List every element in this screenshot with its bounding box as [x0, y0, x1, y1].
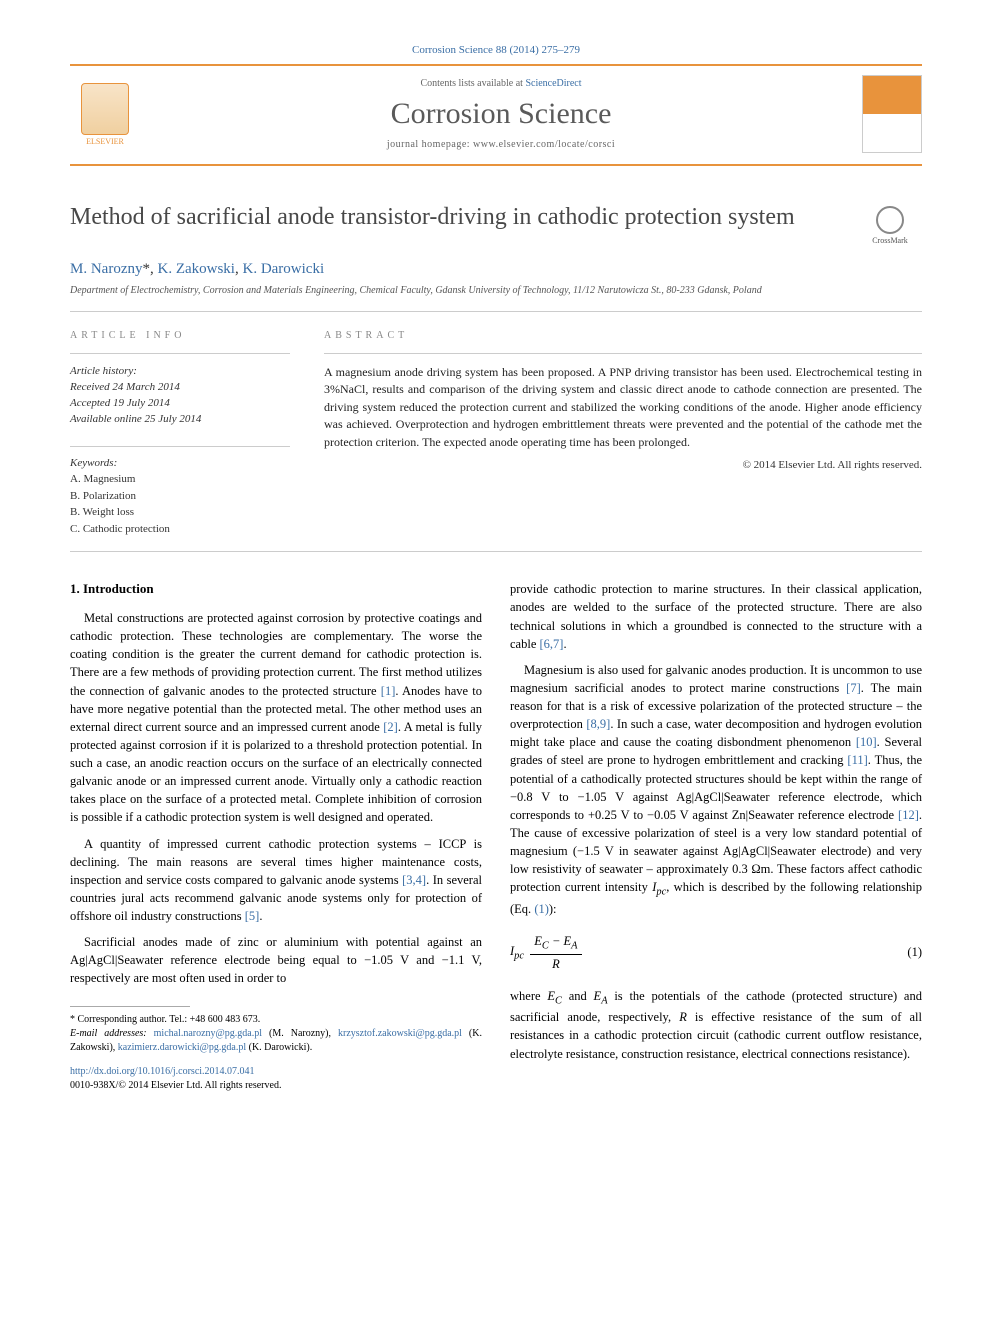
eq-number: (1) — [907, 943, 922, 961]
ref-2[interactable]: [2] — [383, 720, 398, 734]
kw-rule — [70, 446, 290, 447]
eq-ref-1[interactable]: (1) — [534, 902, 549, 916]
eq-den: R — [530, 955, 581, 973]
crossmark-icon — [876, 206, 904, 234]
ref-10[interactable]: [10] — [856, 735, 877, 749]
history-received: Received 24 March 2014 — [70, 380, 290, 396]
header-bottom-rule — [70, 164, 922, 166]
keyword-1: A. Magnesium — [70, 471, 290, 488]
crossmark-badge[interactable]: CrossMark — [858, 206, 922, 245]
email-label: E-mail addresses: — [70, 1028, 154, 1039]
doi-link[interactable]: http://dx.doi.org/10.1016/j.corsci.2014.… — [70, 1066, 255, 1077]
history-label: Article history: — [70, 364, 290, 380]
info-top-rule — [70, 311, 922, 312]
ref-1[interactable]: [1] — [381, 684, 396, 698]
section-1-heading: 1. Introduction — [70, 580, 482, 599]
article-info: ARTICLE INFO Article history: Received 2… — [70, 330, 290, 537]
contents-prefix: Contents lists available at — [420, 78, 525, 89]
corresponding-author: * Corresponding author. Tel.: +48 600 48… — [70, 1013, 482, 1027]
contents-line: Contents lists available at ScienceDirec… — [140, 78, 862, 89]
ref-6-7[interactable]: [6,7] — [540, 637, 564, 651]
ref-7[interactable]: [7] — [846, 681, 861, 695]
homepage-line: journal homepage: www.elsevier.com/locat… — [140, 139, 862, 150]
history-accepted: Accepted 19 July 2014 — [70, 396, 290, 412]
eq-lhs: Ipc — [510, 944, 524, 958]
abstract-rule — [324, 353, 922, 354]
doi-block: http://dx.doi.org/10.1016/j.corsci.2014.… — [70, 1065, 482, 1094]
article-title: Method of sacrificial anode transistor-d… — [70, 202, 842, 232]
publisher-name: ELSEVIER — [86, 137, 124, 146]
elsevier-tree-icon — [81, 83, 129, 135]
elsevier-logo[interactable]: ELSEVIER — [70, 74, 140, 154]
abstract-block: ABSTRACT A magnesium anode driving syste… — [324, 330, 922, 537]
author-list: M. Narozny*, K. Zakowski, K. Darowicki — [70, 261, 922, 278]
abstract-text: A magnesium anode driving system has bee… — [324, 364, 922, 451]
body-p3: Sacrificial anodes made of zinc or alumi… — [70, 933, 482, 987]
left-column: 1. Introduction Metal constructions are … — [70, 580, 482, 1093]
journal-cover-thumb[interactable] — [862, 75, 922, 153]
abstract-label: ABSTRACT — [324, 330, 922, 341]
homepage-url[interactable]: www.elsevier.com/locate/corsci — [473, 139, 615, 150]
author-3[interactable]: K. Darowicki — [242, 261, 324, 277]
equation-1: Ipc EC − EA R (1) — [510, 932, 922, 973]
keyword-4: C. Cathodic protection — [70, 521, 290, 538]
info-rule — [70, 353, 290, 354]
history-online: Available online 25 July 2014 — [70, 412, 290, 428]
ref-5[interactable]: [5] — [245, 909, 260, 923]
email-line: E-mail addresses: michal.narozny@pg.gda.… — [70, 1027, 482, 1055]
body-p1: Metal constructions are protected agains… — [70, 609, 482, 827]
body-p2: A quantity of impressed current cathodic… — [70, 835, 482, 926]
journal-header: ELSEVIER Contents lists available at Sci… — [70, 66, 922, 164]
footnotes: * Corresponding author. Tel.: +48 600 48… — [70, 1013, 482, 1055]
author-2-mark: , — [235, 261, 239, 277]
journal-name: Corrosion Science — [140, 97, 862, 131]
ref-12[interactable]: [12] — [898, 808, 919, 822]
homepage-prefix: journal homepage: — [387, 139, 473, 150]
keyword-2: B. Polarization — [70, 488, 290, 505]
affiliation: Department of Electrochemistry, Corrosio… — [70, 284, 922, 297]
abstract-copyright: © 2014 Elsevier Ltd. All rights reserved… — [324, 459, 922, 471]
article-info-label: ARTICLE INFO — [70, 330, 290, 341]
issn-line: 0010-938X/© 2014 Elsevier Ltd. All right… — [70, 1079, 482, 1094]
email-2[interactable]: krzysztof.zakowski@pg.gda.pl — [338, 1028, 462, 1039]
ref-8-9[interactable]: [8,9] — [586, 717, 610, 731]
body-p4: provide cathodic protection to marine st… — [510, 580, 922, 653]
keyword-3: B. Weight loss — [70, 504, 290, 521]
sciencedirect-link[interactable]: ScienceDirect — [525, 78, 581, 89]
author-1[interactable]: M. Narozny — [70, 261, 142, 277]
email-1[interactable]: michal.narozny@pg.gda.pl — [154, 1028, 262, 1039]
body-p5: Magnesium is also used for galvanic anod… — [510, 661, 922, 918]
eq-num: EC − EA — [530, 932, 581, 955]
author-1-mark: *, — [142, 261, 153, 277]
keywords-label: Keywords: — [70, 455, 290, 472]
email-3[interactable]: kazimierz.darowicki@pg.gda.pl — [118, 1042, 246, 1053]
right-column: provide cathodic protection to marine st… — [510, 580, 922, 1093]
ref-11[interactable]: [11] — [847, 753, 867, 767]
email-1-who: (M. Narozny), — [262, 1028, 338, 1039]
citation-bar: Corrosion Science 88 (2014) 275–279 — [70, 40, 922, 64]
body-p6: where EC and EA is the potentials of the… — [510, 987, 922, 1063]
info-bottom-rule — [70, 551, 922, 552]
ref-3-4[interactable]: [3,4] — [402, 873, 426, 887]
author-2[interactable]: K. Zakowski — [157, 261, 235, 277]
email-3-who: (K. Darowicki). — [246, 1042, 312, 1053]
footnote-sep — [70, 1006, 190, 1007]
crossmark-label: CrossMark — [872, 236, 908, 245]
